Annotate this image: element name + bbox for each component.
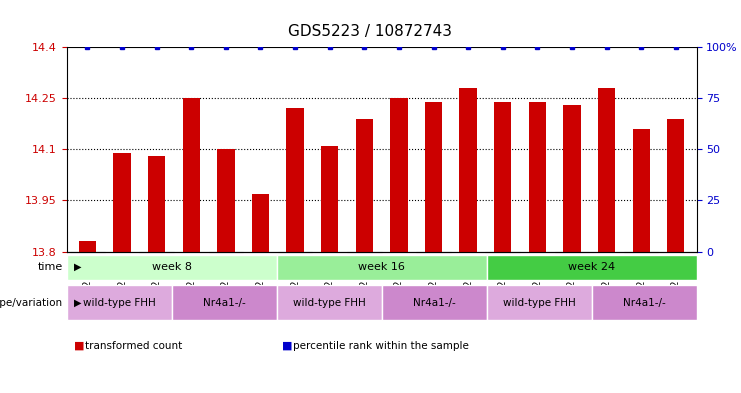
Text: week 24: week 24 [568, 262, 615, 272]
Bar [321, 146, 339, 252]
Bar [356, 119, 373, 252]
FancyBboxPatch shape [172, 285, 276, 320]
Text: wild-type FHH: wild-type FHH [293, 298, 365, 308]
FancyBboxPatch shape [487, 255, 697, 280]
FancyBboxPatch shape [591, 285, 697, 320]
Text: ▶: ▶ [74, 262, 82, 272]
Text: week 16: week 16 [358, 262, 405, 272]
FancyBboxPatch shape [67, 255, 276, 280]
FancyBboxPatch shape [67, 285, 172, 320]
Bar [667, 119, 685, 252]
Bar [563, 105, 581, 252]
Text: wild-type FHH: wild-type FHH [502, 298, 576, 308]
Text: percentile rank within the sample: percentile rank within the sample [293, 341, 468, 351]
Bar [217, 149, 235, 252]
Text: week 8: week 8 [152, 262, 192, 272]
Text: ■: ■ [282, 341, 292, 351]
FancyBboxPatch shape [276, 255, 487, 280]
Bar [598, 88, 615, 252]
FancyBboxPatch shape [382, 285, 487, 320]
Text: Nr4a1-/-: Nr4a1-/- [413, 298, 456, 308]
Text: Nr4a1-/-: Nr4a1-/- [203, 298, 245, 308]
Bar [425, 102, 442, 252]
Text: GDS5223 / 10872743: GDS5223 / 10872743 [288, 24, 453, 39]
Bar [113, 153, 130, 252]
Bar [391, 98, 408, 252]
Text: transformed count: transformed count [85, 341, 182, 351]
Text: ■: ■ [74, 341, 84, 351]
Bar [633, 129, 650, 252]
Bar [148, 156, 165, 252]
FancyBboxPatch shape [276, 285, 382, 320]
Bar [182, 98, 200, 252]
Bar [494, 102, 511, 252]
Text: wild-type FHH: wild-type FHH [83, 298, 156, 308]
Bar [528, 102, 546, 252]
Bar [252, 194, 269, 252]
Bar [287, 108, 304, 252]
Text: genotype/variation: genotype/variation [0, 298, 63, 308]
Text: ▶: ▶ [74, 298, 82, 308]
Text: Nr4a1-/-: Nr4a1-/- [622, 298, 665, 308]
Bar [459, 88, 476, 252]
FancyBboxPatch shape [487, 285, 591, 320]
Bar [79, 241, 96, 252]
Text: time: time [38, 262, 63, 272]
